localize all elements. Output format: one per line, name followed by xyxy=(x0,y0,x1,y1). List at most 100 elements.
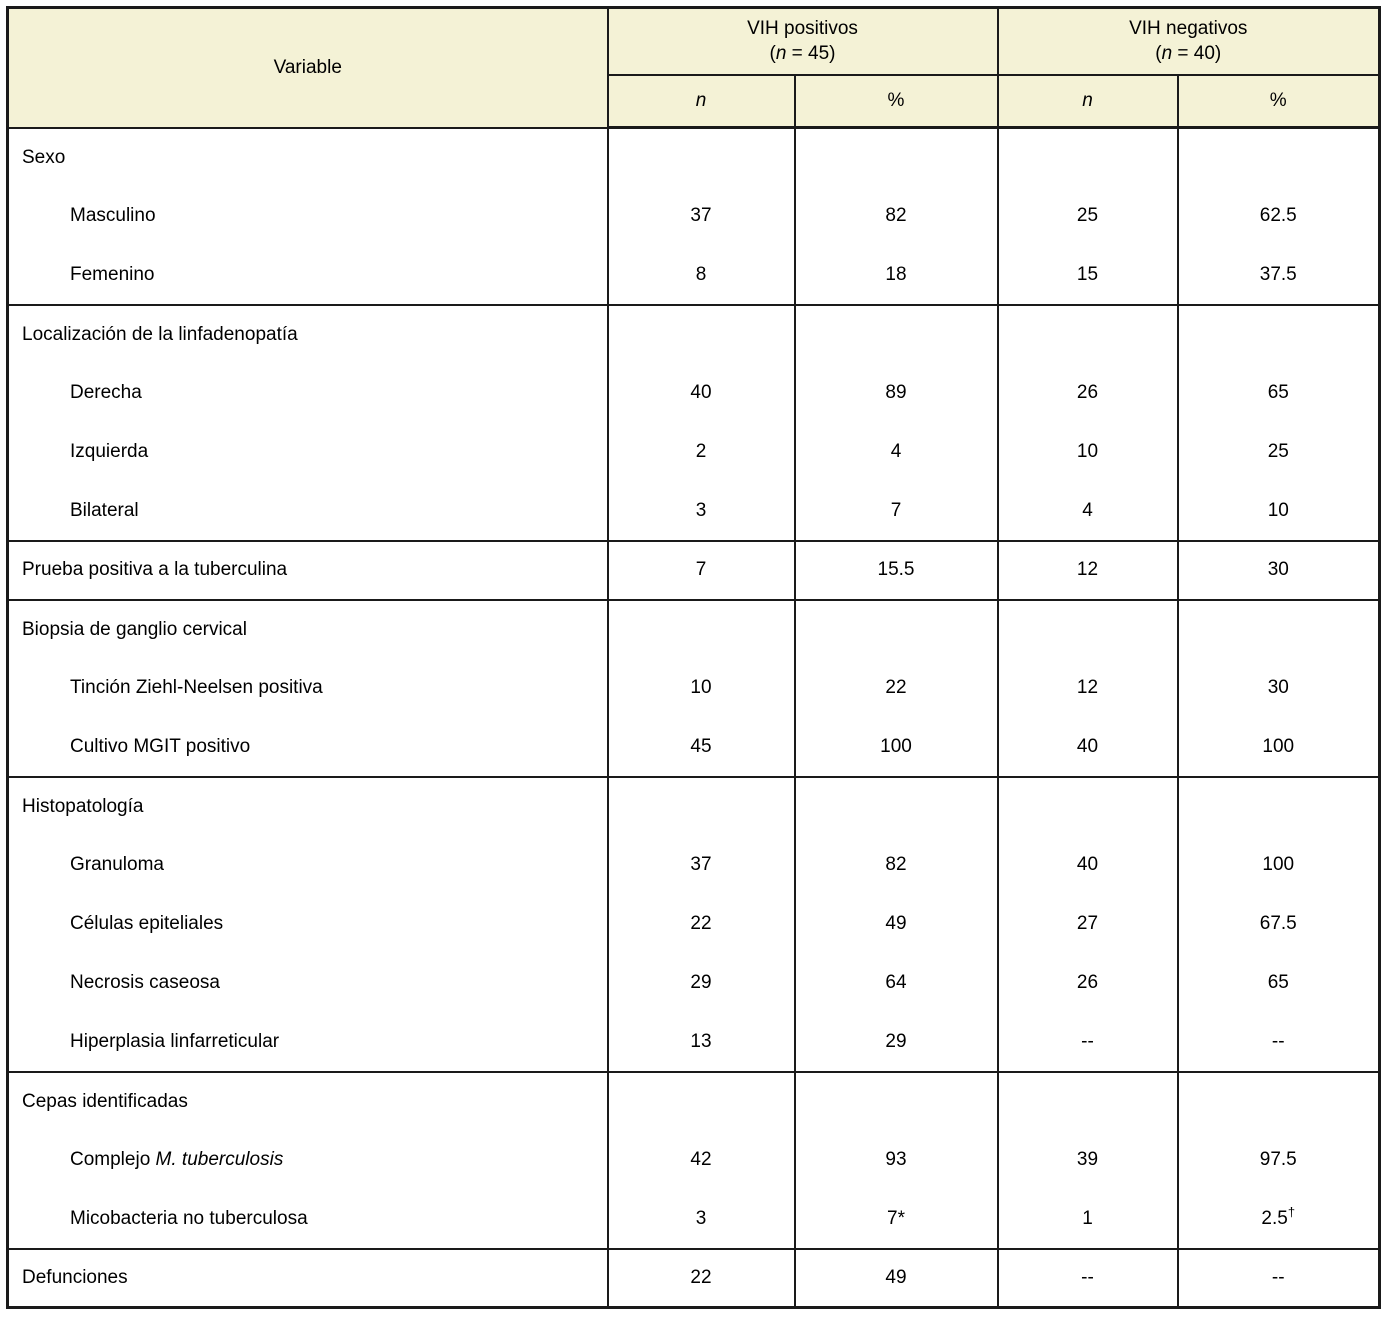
row-label-cell: Hiperplasia linfarreticular xyxy=(6,1012,609,1072)
value-cell: 89 xyxy=(793,363,999,423)
table-section-row: Histopatología xyxy=(6,775,1381,836)
column-header-n-negativos: n xyxy=(996,74,1179,129)
row-label: Necrosis caseosa xyxy=(70,972,220,993)
column-header-pct-negativos: % xyxy=(1176,74,1381,129)
value-cell: 45 xyxy=(606,717,796,777)
table-row: Hiperplasia linfarreticular 13 29 -- -- xyxy=(6,1012,1381,1072)
value-cell xyxy=(1176,303,1381,364)
table-row: Tinción Ziehl-Neelsen positiva 10 22 12 30 xyxy=(6,658,1381,718)
row-label-cell: Prueba positiva a la tuberculina xyxy=(6,539,609,600)
row-label: Localización de la linfadenopatía xyxy=(22,323,298,345)
row-label-cell: Bilateral xyxy=(6,481,609,541)
value-cell: 7 xyxy=(606,539,796,600)
value-cell: 25 xyxy=(996,186,1179,246)
row-label-cell: Masculino xyxy=(6,186,609,246)
value-cell: 42 xyxy=(606,1130,796,1190)
table-row: Cultivo MGIT positivo 45 100 40 100 xyxy=(6,717,1381,777)
value-cell: 49 xyxy=(793,1247,999,1308)
row-label-cell: Cepas identificadas xyxy=(6,1070,609,1131)
row-label: Sexo xyxy=(22,146,66,168)
value-cell xyxy=(606,775,796,836)
row-label-cell: Femenino xyxy=(6,245,609,305)
column-header-variable: Variable xyxy=(6,7,609,128)
row-label-cell: Localización de la linfadenopatía xyxy=(6,303,609,364)
value-cell: 1 xyxy=(996,1189,1179,1249)
n-symbol: n xyxy=(1161,43,1173,65)
value-cell xyxy=(793,1070,999,1131)
value-cell: 100 xyxy=(1176,717,1381,777)
row-label: Bilateral xyxy=(70,499,139,521)
value-cell xyxy=(606,598,796,659)
row-label-cell: Células epiteliales xyxy=(6,894,609,954)
value-cell xyxy=(793,775,999,836)
row-label-cell: Tinción Ziehl-Neelsen positiva xyxy=(6,658,609,718)
value-cell: 18 xyxy=(793,245,999,305)
row-label: Biopsia de ganglio cervical xyxy=(22,618,247,640)
table-section-row: Biopsia de ganglio cervical xyxy=(6,598,1381,659)
table-section-row: Cepas identificadas xyxy=(6,1070,1381,1131)
group-title-vih-positivos: VIH positivos xyxy=(747,18,858,40)
value-cell: 10 xyxy=(1176,481,1381,541)
row-label: Cultivo MGIT positivo xyxy=(70,735,251,757)
row-label: Defunciones xyxy=(22,1266,128,1288)
pct-symbol: % xyxy=(1269,89,1287,111)
value-cell xyxy=(996,1070,1179,1131)
value-cell xyxy=(793,598,999,659)
table-row: Masculino 37 82 25 62.5 xyxy=(6,186,1381,246)
row-label: Granuloma xyxy=(70,854,164,875)
value-cell xyxy=(996,303,1179,364)
value-cell: 64 xyxy=(793,953,999,1013)
pct-symbol: % xyxy=(887,89,905,111)
row-label: Células epiteliales xyxy=(70,913,224,934)
row-label: Prueba positiva a la tuberculina xyxy=(22,559,288,580)
row-label-cell: Derecha xyxy=(6,363,609,423)
value-cell: 40 xyxy=(996,717,1179,777)
table-header: Variable VIH positivos (n = 45) VIH nega… xyxy=(6,7,1381,129)
value-cell xyxy=(1176,598,1381,659)
value-cell: 3 xyxy=(606,481,796,541)
table-section-row: Defunciones 22 49 -- -- xyxy=(6,1247,1381,1308)
value-cell: 13 xyxy=(606,1012,796,1072)
value-cell: 22 xyxy=(606,1247,796,1308)
value-cell: 97.5 xyxy=(1176,1130,1381,1190)
value-cell xyxy=(793,126,999,187)
table-row: Complejo M. tuberculosis 42 93 39 97.5 xyxy=(6,1130,1381,1190)
value-cell: 2 xyxy=(606,422,796,482)
value-cell: 22 xyxy=(606,894,796,954)
value-cell: 10 xyxy=(606,658,796,718)
table-row: Femenino 8 18 15 37.5 xyxy=(6,245,1381,305)
value-cell: 12 xyxy=(996,658,1179,718)
header-subcolumn-row: n % n % xyxy=(8,74,1381,129)
value-cell: 65 xyxy=(1176,953,1381,1013)
row-label: Cepas identificadas xyxy=(22,1090,188,1112)
row-label-cell: Sexo xyxy=(6,126,609,187)
table-section-row: Localización de la linfadenopatía xyxy=(6,303,1381,364)
value-cell: 22 xyxy=(793,658,999,718)
row-label-italic: M. tuberculosis xyxy=(155,1149,284,1170)
value-cell xyxy=(996,775,1179,836)
row-label-cell: Micobacteria no tuberculosa xyxy=(6,1189,609,1249)
value-cell: -- xyxy=(1176,1247,1381,1308)
value-cell xyxy=(1176,775,1381,836)
value-cell: 49 xyxy=(793,894,999,954)
value-cell: 7 xyxy=(793,481,999,541)
value-cell xyxy=(606,303,796,364)
value-cell: 93 xyxy=(793,1130,999,1190)
value-cell: 100 xyxy=(1176,835,1381,895)
value-cell: 15.5 xyxy=(793,539,999,600)
n-symbol: n xyxy=(695,89,707,111)
row-label: Tinción Ziehl-Neelsen positiva xyxy=(70,677,323,698)
value-cell xyxy=(996,126,1179,187)
n-symbol: n xyxy=(1082,89,1093,111)
row-label: Derecha xyxy=(70,382,142,403)
value-cell: -- xyxy=(1176,1012,1381,1072)
value-cell: 39 xyxy=(996,1130,1179,1190)
value-cell xyxy=(1176,1070,1381,1131)
table-row: Células epiteliales 22 49 27 67.5 xyxy=(6,894,1381,954)
value-cell xyxy=(1176,126,1381,187)
paren-rest: = 40) xyxy=(1172,43,1222,65)
value-cell: 10 xyxy=(996,422,1179,482)
row-label: Femenino xyxy=(70,263,155,285)
header-group-row: Variable VIH positivos (n = 45) VIH nega… xyxy=(6,7,1381,128)
value-cell: 2.5† xyxy=(1176,1189,1381,1249)
